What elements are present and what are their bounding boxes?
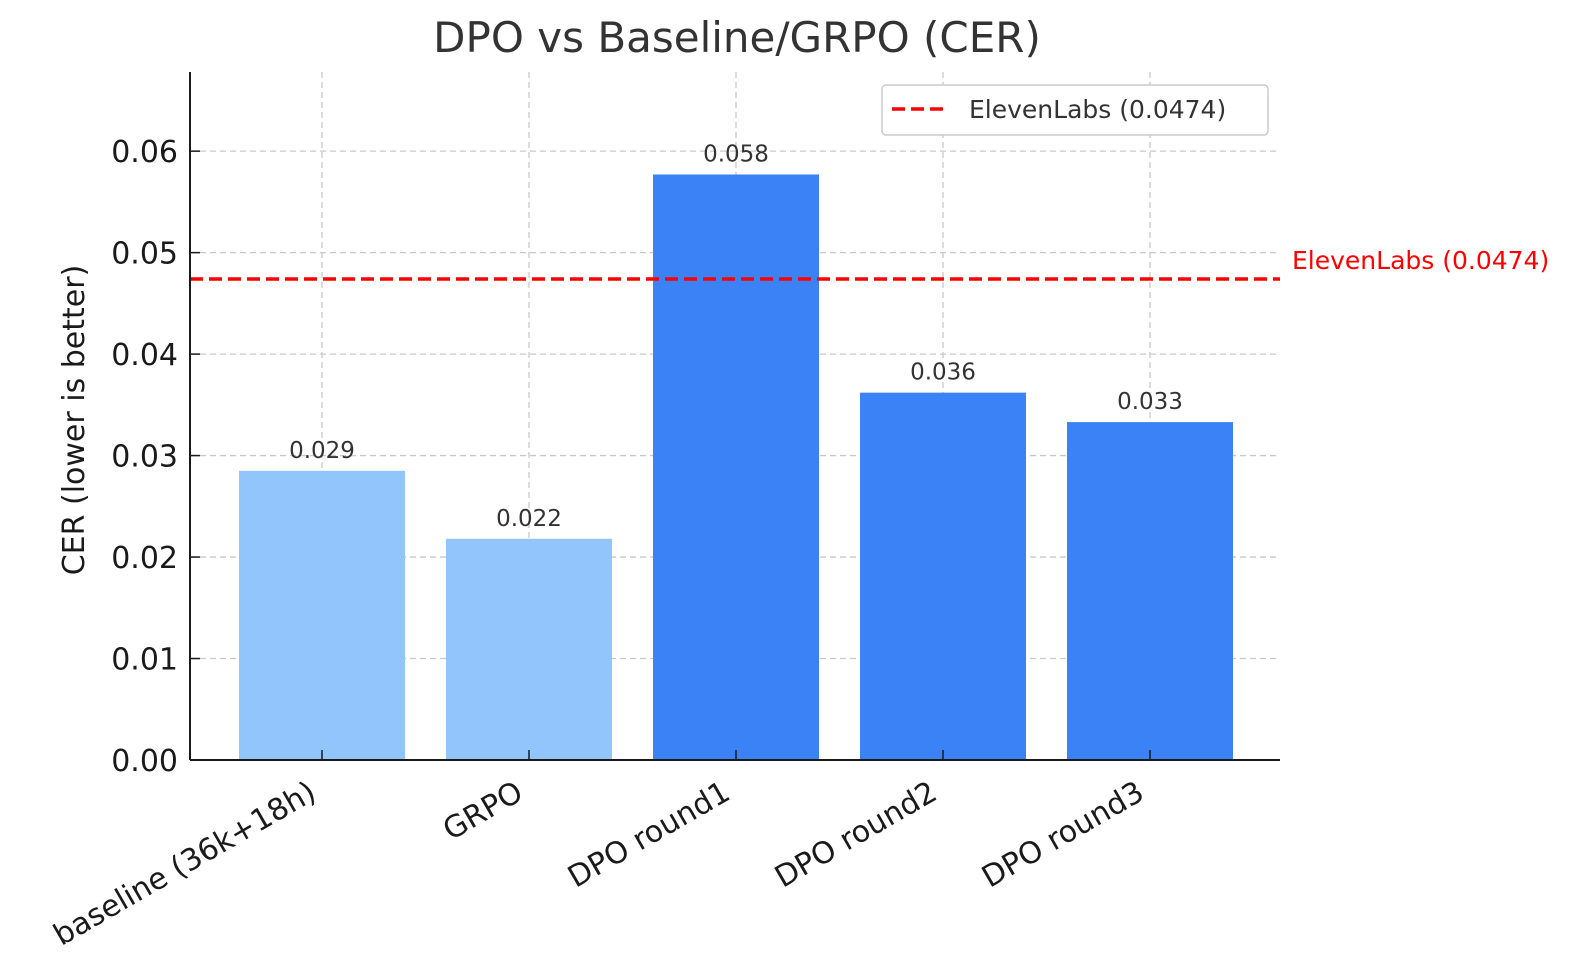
bar-value-labels: 0.029 0.022 0.058 0.036 0.033: [289, 141, 1183, 531]
x-tick-label: DPO round2: [769, 775, 943, 896]
bar: [1067, 422, 1233, 760]
bars: [239, 174, 1233, 760]
bar-value-label: 0.022: [496, 506, 562, 532]
chart-title: DPO vs Baseline/GRPO (CER): [433, 13, 1041, 62]
x-tick-label: DPO round1: [562, 775, 736, 896]
bar: [653, 174, 819, 760]
y-tick-label: 0.05: [111, 237, 178, 272]
reference-line-label: ElevenLabs (0.0474): [1292, 246, 1549, 275]
x-tick-label: DPO round3: [976, 775, 1150, 896]
legend-entry-label: ElevenLabs (0.0474): [969, 95, 1226, 124]
y-tick-label: 0.06: [111, 135, 178, 170]
y-tick-label: 0.03: [111, 440, 178, 475]
bar-value-label: 0.033: [1117, 389, 1183, 415]
bar-value-label: 0.036: [910, 360, 976, 386]
bar-value-label: 0.058: [703, 141, 769, 167]
y-tick-label: 0.04: [111, 338, 178, 373]
y-tick-label: 0.02: [111, 541, 178, 576]
legend: ElevenLabs (0.0474): [881, 84, 1269, 136]
x-axis-ticks: baseline (36k+18h) GRPO DPO round1 DPO roun…: [48, 750, 1151, 954]
y-tick-label: 0.01: [111, 643, 178, 678]
y-tick-label: 0.00: [111, 744, 178, 779]
bar: [446, 538, 612, 760]
bar: [860, 392, 1026, 760]
legend-box: [881, 84, 1269, 136]
x-tick-label: GRPO: [437, 775, 529, 848]
bar: [239, 470, 405, 760]
axes: [189, 72, 1280, 761]
x-tick-label: baseline (36k+18h): [48, 775, 322, 954]
y-axis-label: CER (lower is better): [57, 265, 92, 576]
bar-value-label: 0.029: [289, 438, 355, 464]
y-axis-ticks: 0.00 0.01 0.02 0.03 0.04 0.05 0.06: [111, 135, 200, 779]
